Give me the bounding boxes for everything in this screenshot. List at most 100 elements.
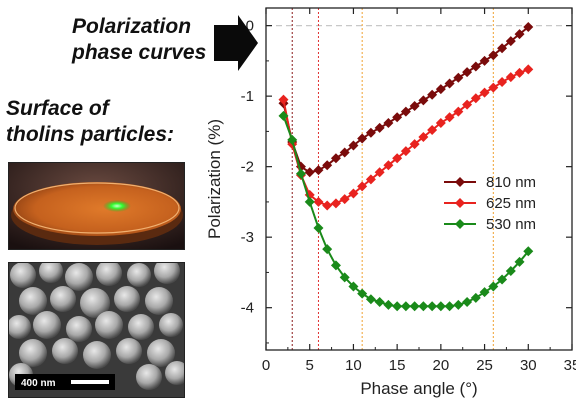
nanoparticle-sphere	[39, 263, 63, 283]
y-tick-label: 0	[246, 18, 254, 35]
data-point	[400, 301, 411, 312]
data-point	[514, 29, 525, 40]
data-point	[365, 127, 376, 138]
polarization-callout: Polarization phase curves	[72, 14, 206, 66]
nanoparticle-sphere	[10, 263, 36, 288]
nanoparticle-sphere	[66, 316, 92, 342]
data-point	[462, 297, 473, 308]
data-point	[523, 22, 534, 33]
data-point	[470, 93, 481, 104]
data-point	[400, 106, 411, 117]
nanoparticle-sphere	[165, 361, 184, 385]
data-point	[357, 181, 368, 192]
data-point	[313, 223, 324, 234]
data-point	[435, 84, 446, 95]
data-point	[322, 200, 333, 211]
legend-label: 625 nm	[486, 195, 536, 212]
y-tick-label: -3	[241, 229, 254, 246]
data-point	[488, 82, 499, 93]
data-point	[392, 153, 403, 164]
data-point	[505, 36, 516, 47]
data-point	[523, 64, 534, 75]
nanoparticle-sphere	[154, 263, 180, 284]
surface-callout: Surface of tholins particles:	[6, 96, 174, 148]
data-point	[453, 106, 464, 117]
data-point	[295, 168, 306, 179]
nanoparticle-sphere	[80, 288, 110, 318]
nanoparticle-sphere	[127, 263, 151, 287]
data-point	[453, 299, 464, 310]
legend-marker	[455, 198, 465, 208]
nanoparticle-sphere	[114, 286, 140, 312]
x-tick-label: 35	[564, 357, 576, 374]
data-point	[357, 288, 368, 299]
data-point	[313, 165, 324, 176]
nanoparticle-sphere	[136, 364, 162, 390]
data-point	[497, 77, 508, 88]
data-point	[339, 194, 350, 205]
data-point	[339, 147, 350, 158]
data-point	[418, 132, 429, 143]
data-point	[348, 140, 359, 151]
data-point	[348, 188, 359, 199]
data-point	[278, 110, 289, 121]
scale-bar	[71, 380, 109, 384]
data-point	[348, 281, 359, 292]
data-point	[444, 112, 455, 123]
x-axis-title: Phase angle (°)	[360, 379, 477, 398]
data-point	[470, 61, 481, 72]
data-point	[330, 198, 341, 209]
data-point	[470, 292, 481, 303]
nanoparticle-sphere	[145, 287, 173, 315]
x-tick-label: 15	[389, 357, 406, 374]
nanoparticle-sphere	[50, 286, 76, 312]
data-point	[488, 281, 499, 292]
nanoparticle-sphere	[83, 341, 111, 369]
x-tick-label: 20	[433, 357, 450, 374]
data-point	[497, 274, 508, 285]
data-point	[409, 139, 420, 150]
data-point	[339, 272, 350, 283]
surface-line-1: Surface of	[6, 97, 109, 120]
data-point	[278, 94, 289, 105]
data-point	[514, 67, 525, 78]
nanoparticle-sphere	[128, 314, 154, 340]
callout-line-1: Polarization	[72, 15, 192, 38]
x-tick-label: 25	[476, 357, 493, 374]
data-point	[497, 43, 508, 54]
nanoparticle-sphere	[65, 263, 93, 291]
legend-label: 810 nm	[486, 174, 536, 191]
data-point	[365, 174, 376, 185]
y-tick-label: -4	[241, 300, 254, 317]
data-point	[374, 167, 385, 178]
data-point	[444, 78, 455, 89]
data-point	[330, 153, 341, 164]
nanoparticle-sphere	[159, 313, 183, 337]
data-point	[304, 196, 315, 207]
x-tick-label: 30	[520, 357, 537, 374]
right-arrow-icon	[214, 15, 258, 71]
nanoparticle-sphere	[33, 311, 61, 339]
data-point	[357, 133, 368, 144]
x-tick-label: 10	[345, 357, 362, 374]
x-tick-label: 0	[262, 357, 270, 374]
callout-line-2: phase curves	[72, 41, 207, 64]
data-point	[462, 99, 473, 110]
data-point	[427, 89, 438, 100]
data-point	[374, 297, 385, 308]
data-point	[313, 196, 324, 207]
data-point	[383, 299, 394, 310]
data-point	[479, 55, 490, 66]
data-point	[418, 301, 429, 312]
nanoparticle-sphere	[96, 263, 122, 286]
legend-marker	[455, 219, 465, 229]
nanoparticle-sphere	[19, 287, 47, 315]
data-point	[514, 256, 525, 267]
data-point	[427, 124, 438, 135]
data-point	[400, 146, 411, 157]
nanoparticle-sphere	[9, 315, 31, 339]
data-point	[523, 246, 534, 257]
data-point	[418, 95, 429, 106]
data-point	[287, 134, 298, 145]
